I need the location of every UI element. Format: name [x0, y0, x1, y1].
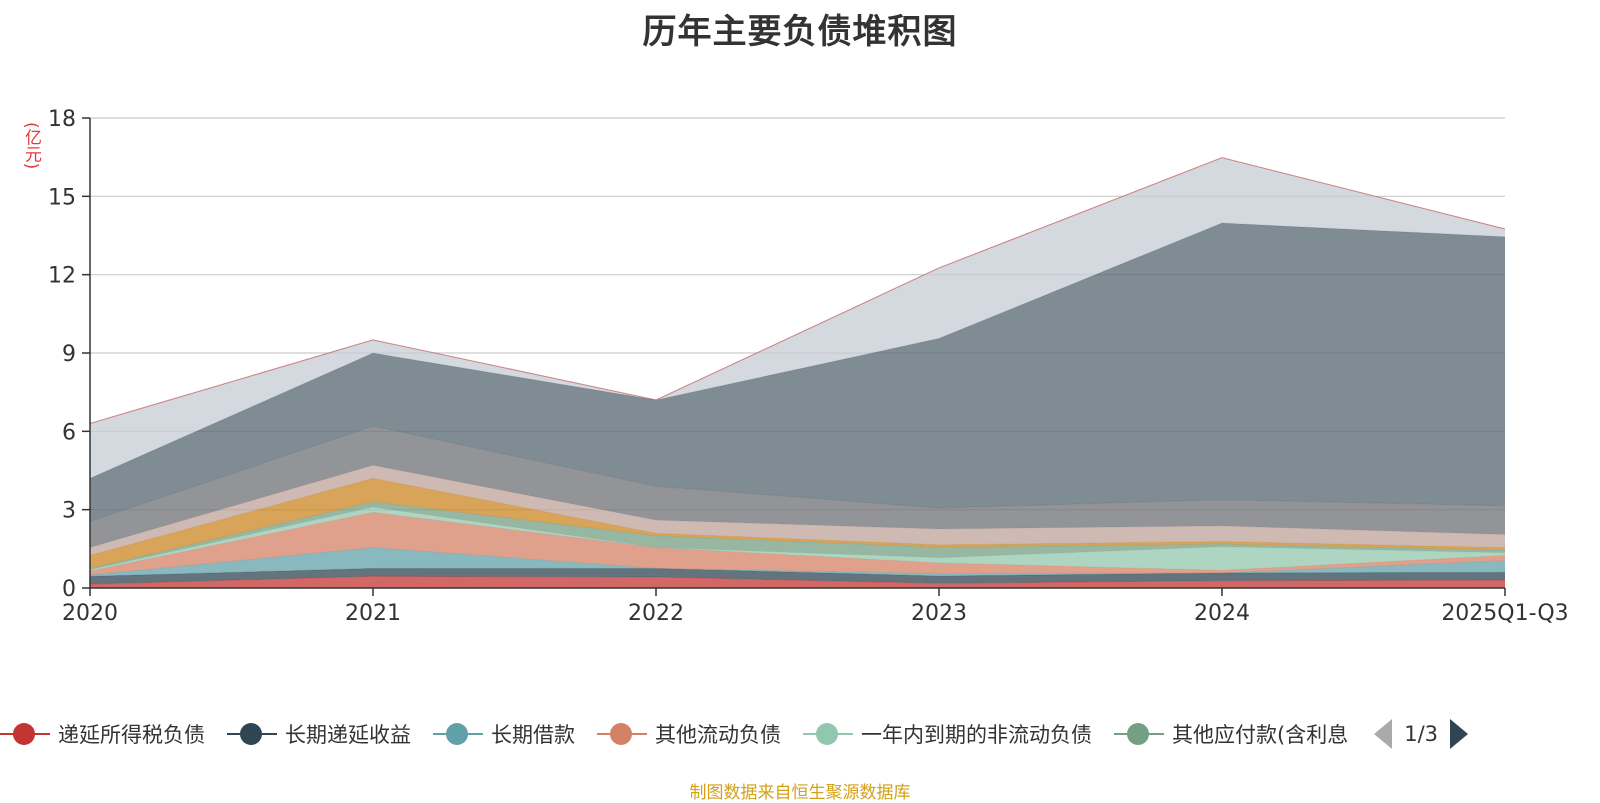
legend-label: 其他应付款(含利息: [1172, 723, 1349, 747]
legend-item[interactable]: 长期借款: [433, 719, 575, 749]
legend: 递延所得税负债 长期递延收益 长期借款 其他流动负债 一年内到期的非流动负债 其他应付款(…: [0, 716, 1600, 752]
area-应交税费[interactable]: [90, 465, 1505, 556]
legend-marker-icon: [803, 722, 853, 746]
legend-page-indicator: 1/3: [1404, 722, 1438, 746]
legend-item[interactable]: 其他应付款(含利息: [1114, 719, 1348, 749]
y-tick-label: 9: [62, 342, 76, 367]
axes: 0 3 6 9 12 15 18 2020 2021 2022 2023 2024 2025Q1-Q3: [48, 107, 1569, 626]
area-一年内到期的非流动负债[interactable]: [90, 507, 1505, 571]
y-tick-label: 15: [48, 185, 76, 210]
area-其他流动负债[interactable]: [90, 512, 1505, 575]
y-tick-label: 0: [62, 577, 76, 602]
x-tick-label: 2020: [62, 601, 118, 626]
legend-label: 一年内到期的非流动负债: [861, 723, 1092, 747]
area-合同负债[interactable]: [90, 426, 1505, 548]
y-tick-label: 6: [62, 420, 76, 445]
x-tick-label: 2023: [911, 601, 967, 626]
total-outline: [89, 157, 1506, 424]
y-tick-label: 12: [48, 264, 76, 289]
legend-items: 递延所得税负债 长期递延收益 长期借款 其他流动负债 一年内到期的非流动负债 其他应付款(…: [0, 719, 1370, 749]
area-递延所得税负债[interactable]: [90, 576, 1505, 588]
legend-label: 其他流动负债: [655, 723, 781, 747]
x-tick-label: 2021: [345, 601, 401, 626]
area-应付职工薪酬[interactable]: [90, 478, 1505, 569]
area-应付账款[interactable]: [90, 223, 1505, 522]
legend-pager: 1/3: [1374, 719, 1468, 749]
x-tick-label: 2025Q1-Q3: [1441, 601, 1568, 626]
y-tick-label: 18: [48, 107, 76, 132]
next-page-icon[interactable]: [1450, 719, 1468, 749]
legend-marker-icon: [227, 722, 277, 746]
legend-label: 递延所得税负债: [58, 723, 205, 747]
legend-item[interactable]: 一年内到期的非流动负债: [803, 719, 1092, 749]
x-tick-label: 2022: [628, 601, 684, 626]
prev-page-icon[interactable]: [1374, 719, 1393, 749]
legend-marker-icon: [1114, 722, 1164, 746]
legend-item[interactable]: 递延所得税负债: [0, 719, 205, 749]
area-短期借款[interactable]: [90, 157, 1505, 479]
data-source-note: 制图数据来自恒生聚源数据库: [689, 783, 911, 803]
x-tick-label: 2024: [1194, 601, 1250, 626]
legend-item[interactable]: 长期递延收益: [227, 719, 411, 749]
legend-marker-icon: [0, 722, 50, 746]
legend-label: 长期递延收益: [285, 723, 411, 747]
legend-item[interactable]: 其他流动负债: [597, 719, 781, 749]
y-tick-label: 3: [62, 499, 76, 524]
chart-title: 历年主要负债堆积图: [642, 12, 958, 52]
area-series: [89, 157, 1506, 588]
area-长期递延收益[interactable]: [90, 568, 1505, 585]
legend-marker-icon: [597, 722, 647, 746]
stacked-area-chart: 0 3 6 9 12 15 18 2020 2021 2022 2023 2024 2025Q1-Q3: [48, 107, 1569, 626]
y-axis-unit: (亿元): [21, 122, 41, 170]
area-长期借款[interactable]: [90, 547, 1505, 577]
legend-label: 长期借款: [491, 723, 575, 747]
legend-marker-icon: [433, 722, 483, 746]
area-edge-应付账款: [89, 222, 1506, 479]
